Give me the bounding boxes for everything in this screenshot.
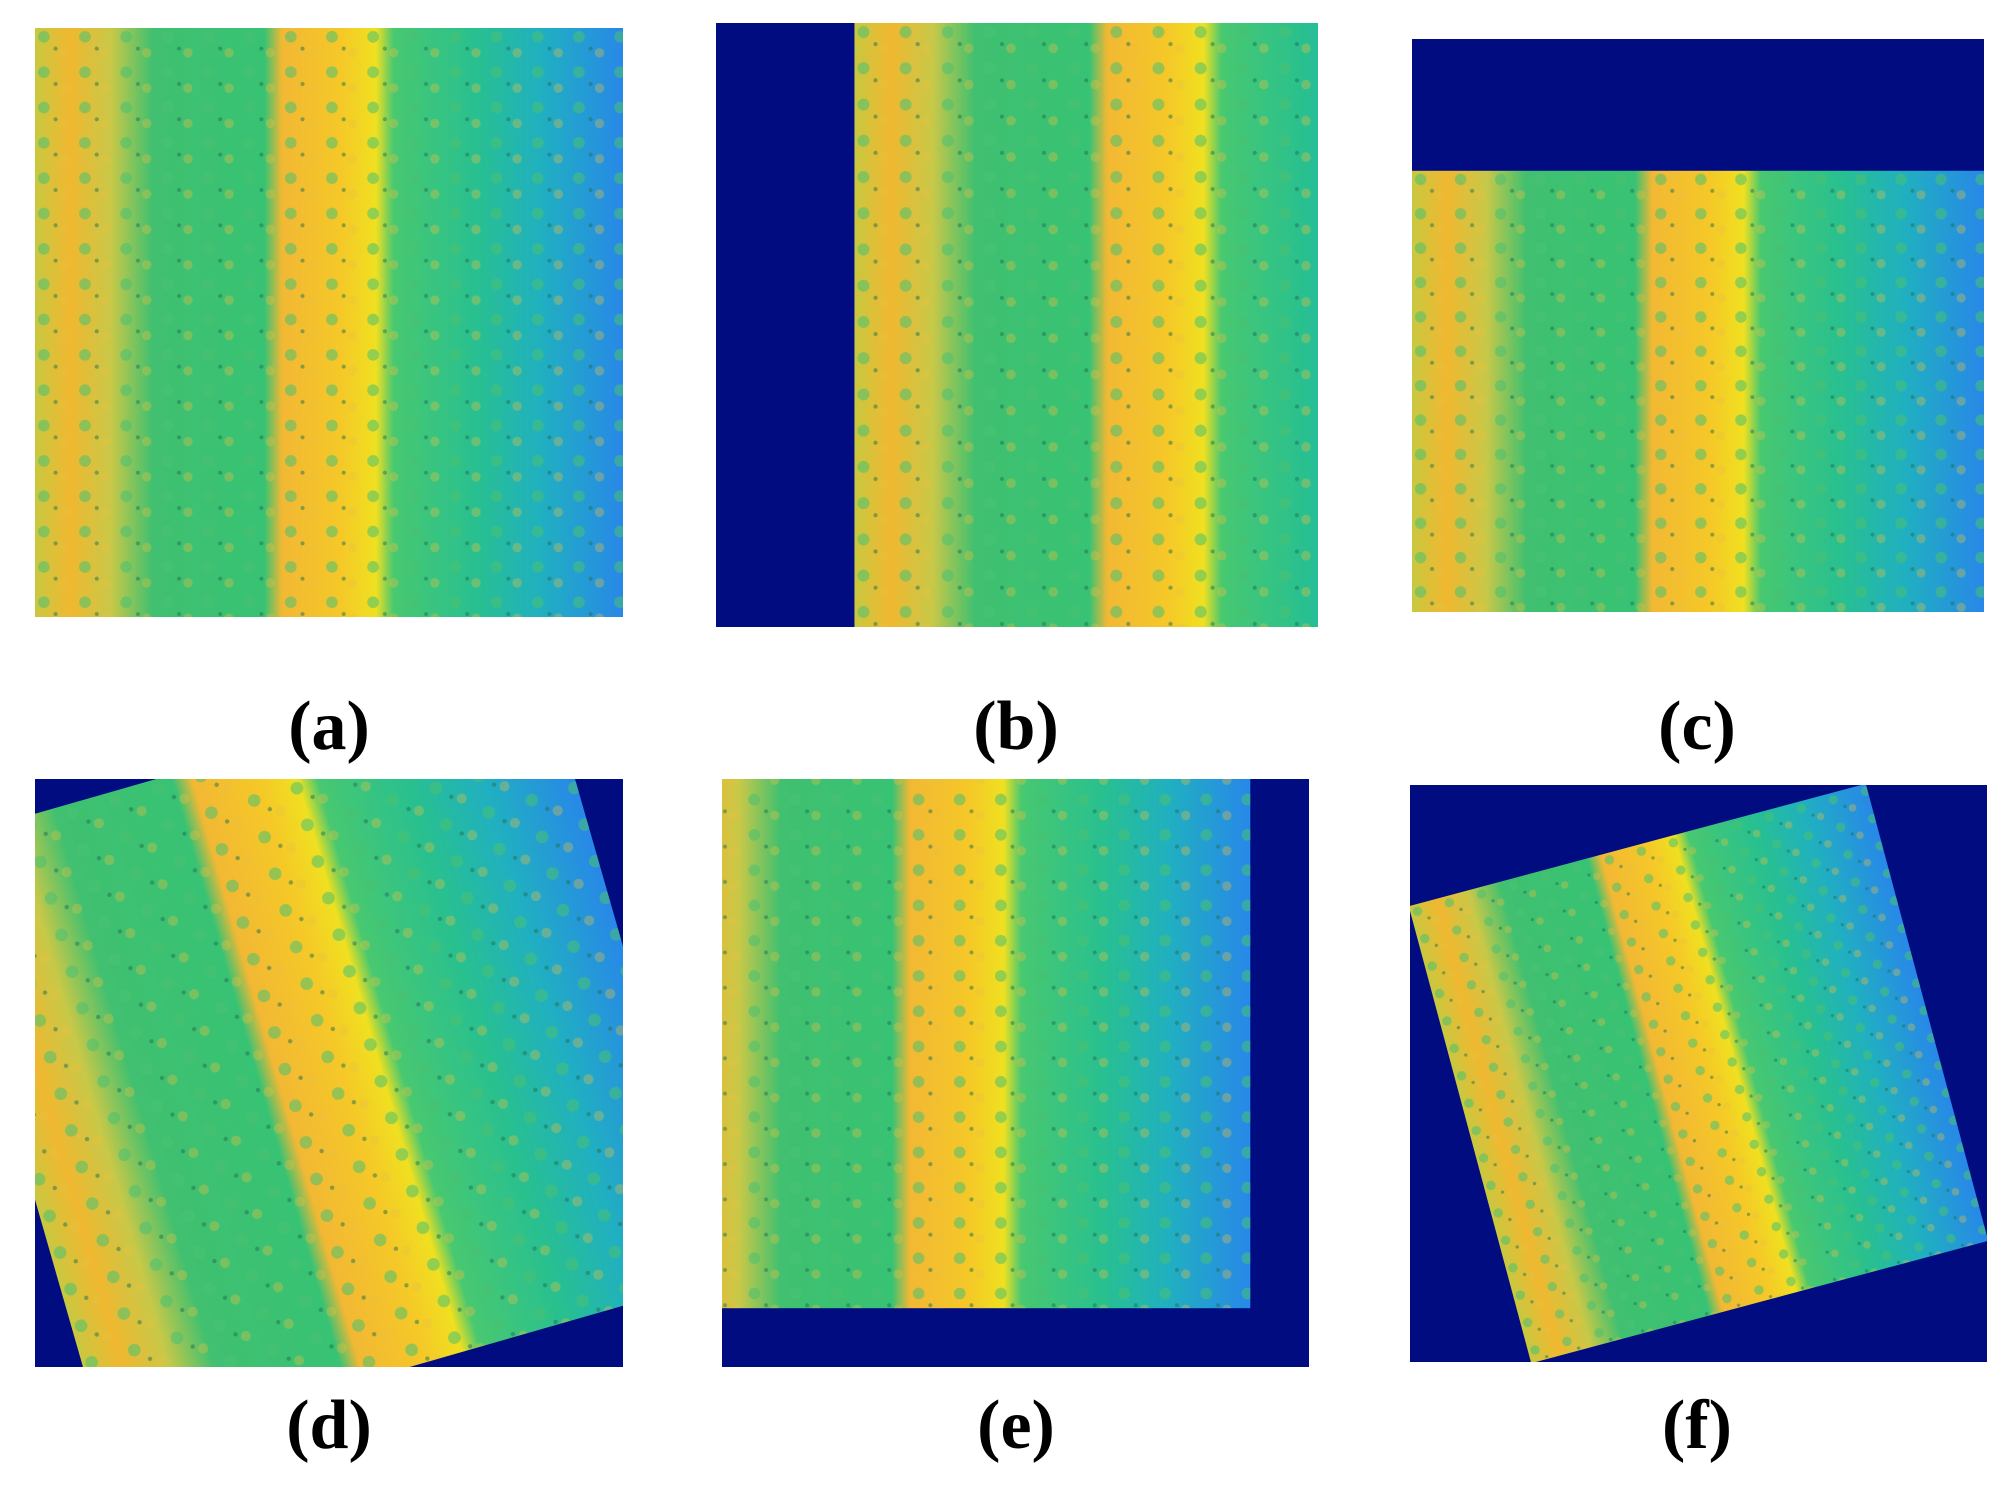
panel-label: (f) (1662, 1387, 1732, 1464)
panel-label: (a) (288, 688, 370, 765)
heatmap-panel (1410, 785, 1987, 1362)
heatmap-panel (35, 779, 623, 1367)
panel-label: (e) (977, 1387, 1055, 1464)
heatmap-image (722, 779, 1251, 1309)
heatmap-panel (35, 28, 623, 617)
panel-label: (b) (973, 688, 1059, 765)
heatmap-panel (722, 779, 1309, 1367)
panel-label: (d) (286, 1387, 372, 1464)
heatmap-image (854, 23, 1318, 627)
panel-label: (c) (1658, 688, 1736, 765)
heatmap-image (35, 28, 623, 617)
heatmap-panel (716, 23, 1318, 627)
heatmap-panel (1412, 39, 1984, 612)
heatmap-image (1412, 170, 1984, 612)
